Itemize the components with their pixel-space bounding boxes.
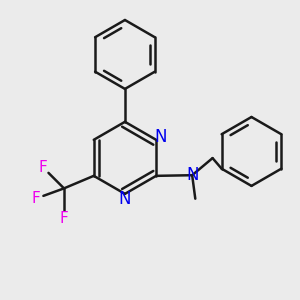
Text: N: N xyxy=(119,190,131,208)
Text: N: N xyxy=(186,166,198,184)
Text: F: F xyxy=(32,191,40,206)
Text: N: N xyxy=(154,128,167,146)
Text: F: F xyxy=(39,160,47,175)
Text: F: F xyxy=(60,211,68,226)
